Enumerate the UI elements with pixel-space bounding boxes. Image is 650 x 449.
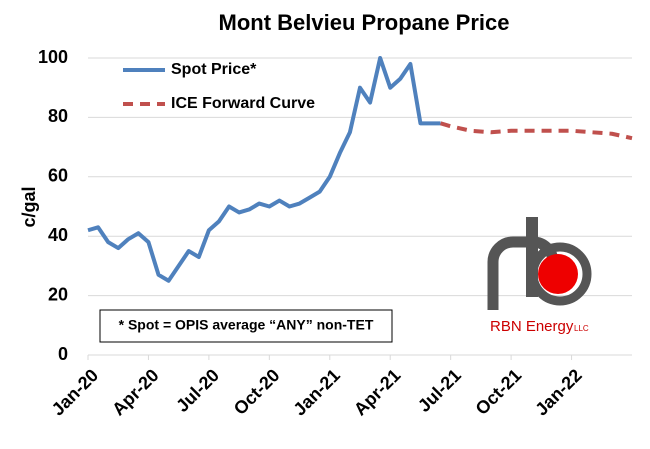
y-axis-label: c/gal xyxy=(19,186,39,227)
y-tick-label: 20 xyxy=(48,284,68,304)
logo-ring xyxy=(528,242,592,306)
x-tick-label: Jan-21 xyxy=(289,365,343,419)
x-tick-label: Oct-21 xyxy=(472,365,526,419)
x-tick-label: Jul-21 xyxy=(414,365,465,416)
annotation: * Spot = OPIS average “ANY” non-TET xyxy=(119,317,374,333)
y-tick-label: 40 xyxy=(48,225,68,245)
x-tick-label: Apr-20 xyxy=(108,365,162,419)
y-tick-label: 0 xyxy=(58,344,68,364)
series-line xyxy=(87,56,441,283)
legend-label: Spot Price* xyxy=(171,61,257,78)
legend-label: ICE Forward Curve xyxy=(171,95,315,112)
logo: RBN Energy LLC xyxy=(487,217,592,335)
series-line xyxy=(440,121,633,141)
logo-ball xyxy=(538,254,578,294)
x-tick-label: Jul-20 xyxy=(172,365,223,416)
chart-title: Mont Belvieu Propane Price xyxy=(219,10,510,35)
x-tick-label: Jan-22 xyxy=(531,365,585,419)
x-tick-label: Jan-20 xyxy=(48,365,102,419)
x-tick-label: Oct-20 xyxy=(230,365,284,419)
x-tick-label: Apr-21 xyxy=(350,365,404,419)
y-tick-label: 60 xyxy=(48,166,68,186)
y-tick-label: 100 xyxy=(38,47,68,67)
legend: Spot Price* ICE Forward Curve xyxy=(123,61,315,112)
annotation-box xyxy=(99,309,393,343)
y-tick-label: 80 xyxy=(48,106,68,126)
logo-text: RBN Energy xyxy=(490,318,574,335)
logo-suffix: LLC xyxy=(574,324,589,333)
